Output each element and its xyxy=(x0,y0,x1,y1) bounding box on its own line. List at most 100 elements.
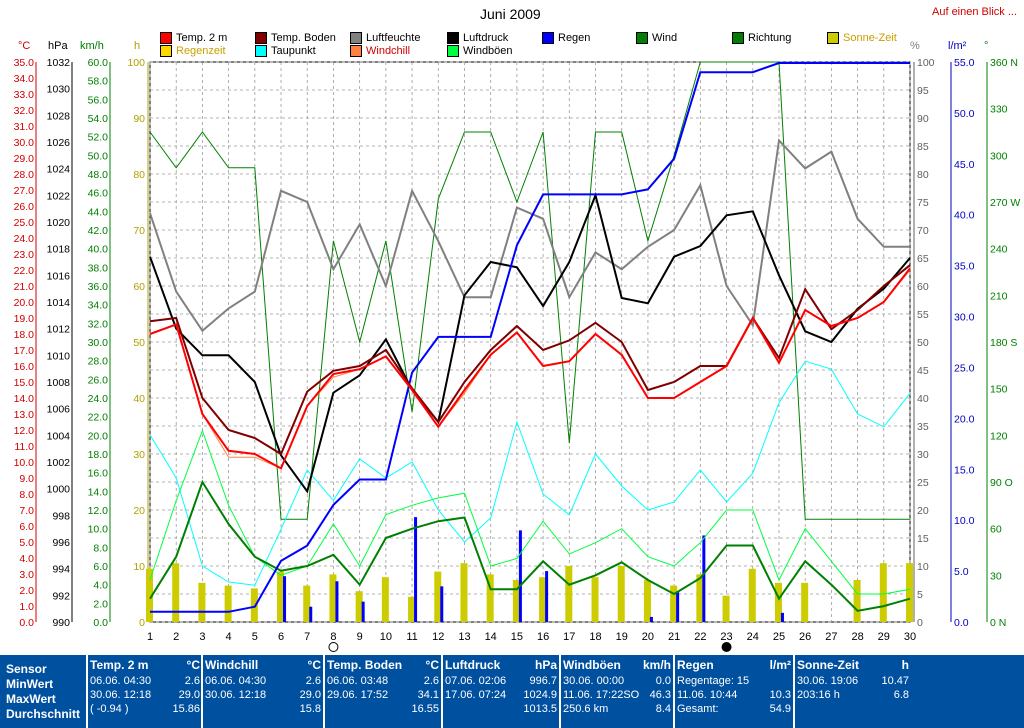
pressure-tick-label: 1028 xyxy=(47,110,71,122)
legend-item: Temp. Boden xyxy=(255,32,336,44)
wind-tick-label: 58.0 xyxy=(88,76,109,88)
wind-tick-label: 0.0 xyxy=(93,617,108,629)
sun-bar xyxy=(277,571,285,622)
temp-tick-label: 18.0 xyxy=(14,329,35,341)
legend-item: Regen xyxy=(542,32,590,44)
sun-tick-label: 80 xyxy=(133,169,145,181)
moon-full-icon xyxy=(328,642,339,652)
sun-tick-label: 10 xyxy=(133,561,145,573)
wind-tick-label: 18.0 xyxy=(88,449,109,461)
x-tick-label: 8 xyxy=(330,631,336,643)
rain-tick-label: 55.0 xyxy=(954,57,975,69)
sun-bar xyxy=(853,580,861,622)
series-line-windb-en xyxy=(149,429,911,595)
pressure-tick-label: 996 xyxy=(52,537,70,549)
legend-swatch xyxy=(160,32,172,44)
footer-col-title: Sonne-Zeit xyxy=(797,658,859,672)
wind-tick-label: 22.0 xyxy=(88,412,109,424)
direction-tick-label: 240 xyxy=(990,244,1008,256)
footer-value: 2.6 xyxy=(423,675,439,687)
wind-tick-label: 60.0 xyxy=(88,57,109,69)
temp-tick-label: 21.0 xyxy=(14,281,35,293)
sun-unit: h xyxy=(134,40,141,52)
footer-col-unit: hPa xyxy=(534,658,557,672)
footer-col-title: Temp. Boden xyxy=(327,658,403,672)
temp-tick-label: 9.0 xyxy=(19,473,34,485)
footer-col-unit: h xyxy=(901,658,909,672)
temp-tick-label: 31.0 xyxy=(14,121,35,133)
x-tick-label: 10 xyxy=(380,631,392,643)
sun-bar xyxy=(617,566,625,622)
footer-cell: 30.06. 00:00 xyxy=(563,675,625,687)
rain-bar xyxy=(780,612,784,622)
footer-cell: 203:16 h xyxy=(797,689,840,701)
direction-tick-label: 270 W xyxy=(990,197,1020,209)
x-tick-label: 19 xyxy=(616,631,628,643)
sun-tick-label: 100 xyxy=(127,57,145,69)
footer-cell: 11.06. 10:44 xyxy=(677,689,738,701)
footer-col-title: Temp. 2 m xyxy=(90,658,149,672)
sun-bar xyxy=(172,563,180,622)
rain-bar xyxy=(335,581,339,622)
temp-tick-label: 13.0 xyxy=(14,409,35,421)
x-tick-label: 12 xyxy=(432,631,444,643)
footer-row-label: Sensor xyxy=(6,662,47,676)
temp-unit: °C xyxy=(18,40,31,52)
footer-value: 29.0 xyxy=(178,689,200,701)
footer-value: 15.86 xyxy=(172,703,200,715)
series-line-regen xyxy=(150,62,910,613)
footer-cell: Gesamt: xyxy=(677,703,719,715)
sun-bar xyxy=(565,566,573,622)
wind-tick-label: 28.0 xyxy=(88,356,109,368)
series-line-richtung xyxy=(149,61,910,520)
rain-tick-label: 50.0 xyxy=(954,108,975,120)
rain-tick-label: 5.0 xyxy=(954,566,969,578)
pressure-tick-label: 1030 xyxy=(47,84,71,96)
footer-col-unit: km/h xyxy=(642,658,671,672)
legend-item: Luftdruck xyxy=(447,32,508,44)
temp-tick-label: 11.0 xyxy=(14,441,34,453)
humidity-tick-label: 35 xyxy=(917,421,929,433)
footer-row-label: Durchschnitt xyxy=(6,707,81,721)
sun-tick-label: 70 xyxy=(133,225,145,237)
temp-tick-label: 2.0 xyxy=(19,585,34,597)
wind-tick-label: 52.0 xyxy=(88,132,109,144)
footer-col-title: Regen xyxy=(677,658,714,672)
wind-tick-label: 24.0 xyxy=(88,393,109,405)
rain-bar xyxy=(309,606,313,622)
temp-tick-label: 15.0 xyxy=(14,377,35,389)
x-tick-label: 13 xyxy=(458,631,470,643)
legend-swatch xyxy=(447,45,459,57)
temp-tick-label: 6.0 xyxy=(19,521,34,533)
sun-tick-label: 20 xyxy=(133,505,145,517)
humidity-tick-label: 0 xyxy=(917,617,923,629)
sun-bar xyxy=(198,582,206,622)
rain-tick-label: 0.0 xyxy=(954,617,969,629)
footer-cell: Regentage: 15 xyxy=(677,675,750,687)
pressure-tick-label: 1032 xyxy=(47,57,71,69)
direction-tick-label: 150 xyxy=(990,384,1008,396)
x-tick-label: 18 xyxy=(589,631,601,643)
footer-cell: 29.06. 17:52 xyxy=(327,689,389,701)
legend-label: Windchill xyxy=(366,45,411,57)
moon-new-icon xyxy=(721,642,732,652)
sun-bar xyxy=(591,577,599,622)
wind-tick-label: 36.0 xyxy=(88,281,109,293)
direction-tick-label: 120 xyxy=(990,430,1008,442)
pressure-tick-label: 994 xyxy=(52,564,70,576)
series-line-luftdruck xyxy=(149,192,911,494)
humidity-unit: % xyxy=(910,40,920,52)
sun-bar xyxy=(250,588,258,622)
wind-tick-label: 50.0 xyxy=(88,150,109,162)
temp-tick-label: 0.0 xyxy=(19,617,34,629)
x-tick-label: 5 xyxy=(252,631,258,643)
footer-separator xyxy=(201,655,203,728)
temp-tick-label: 23.0 xyxy=(14,249,35,261)
footer-cell: 11.06. 17:22SO xyxy=(563,689,640,701)
temp-tick-label: 17.0 xyxy=(14,345,35,357)
sun-tick-label: 90 xyxy=(133,113,145,125)
overview-link[interactable]: Auf einen Blick ... xyxy=(932,6,1017,18)
rain-tick-label: 25.0 xyxy=(954,362,975,374)
x-tick-label: 24 xyxy=(747,631,759,643)
humidity-tick-label: 65 xyxy=(917,253,929,265)
